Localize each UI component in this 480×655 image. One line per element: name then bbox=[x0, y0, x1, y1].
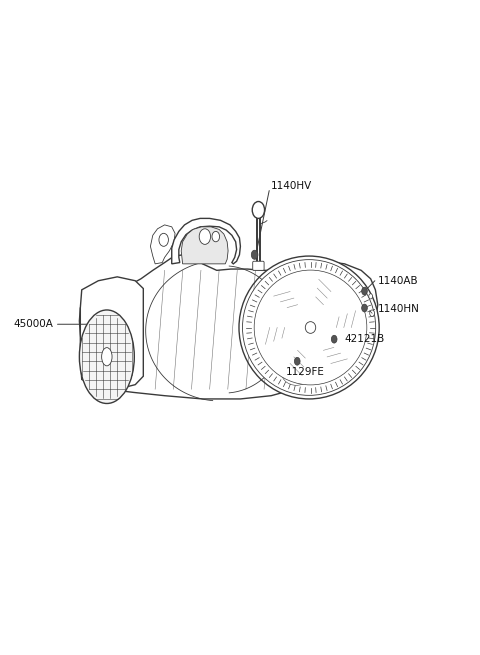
Polygon shape bbox=[150, 225, 175, 264]
Polygon shape bbox=[80, 277, 144, 389]
Ellipse shape bbox=[254, 270, 367, 385]
Text: 1140AB: 1140AB bbox=[378, 276, 419, 286]
Ellipse shape bbox=[293, 309, 328, 346]
Text: 1140HV: 1140HV bbox=[271, 181, 312, 191]
Ellipse shape bbox=[282, 299, 339, 356]
Circle shape bbox=[294, 358, 300, 365]
Circle shape bbox=[370, 310, 374, 316]
Circle shape bbox=[369, 293, 372, 299]
Circle shape bbox=[159, 233, 168, 246]
Ellipse shape bbox=[242, 259, 376, 396]
Ellipse shape bbox=[263, 279, 358, 376]
Ellipse shape bbox=[278, 358, 314, 388]
Ellipse shape bbox=[305, 322, 316, 333]
Ellipse shape bbox=[301, 318, 320, 337]
Text: 42121B: 42121B bbox=[345, 334, 385, 344]
Polygon shape bbox=[181, 227, 228, 264]
Ellipse shape bbox=[282, 361, 311, 385]
Text: 1129FE: 1129FE bbox=[286, 367, 324, 377]
Ellipse shape bbox=[272, 288, 349, 367]
Circle shape bbox=[212, 231, 219, 242]
Text: 1140HN: 1140HN bbox=[378, 305, 420, 314]
Circle shape bbox=[252, 250, 258, 259]
Ellipse shape bbox=[79, 310, 134, 403]
Circle shape bbox=[331, 335, 337, 343]
Ellipse shape bbox=[102, 348, 112, 365]
Circle shape bbox=[361, 288, 367, 295]
Circle shape bbox=[199, 229, 211, 244]
Circle shape bbox=[361, 304, 367, 312]
Circle shape bbox=[252, 202, 264, 218]
Polygon shape bbox=[79, 255, 378, 399]
Polygon shape bbox=[172, 218, 240, 264]
Text: 45000A: 45000A bbox=[13, 319, 53, 329]
FancyBboxPatch shape bbox=[253, 261, 264, 271]
Ellipse shape bbox=[239, 256, 379, 399]
